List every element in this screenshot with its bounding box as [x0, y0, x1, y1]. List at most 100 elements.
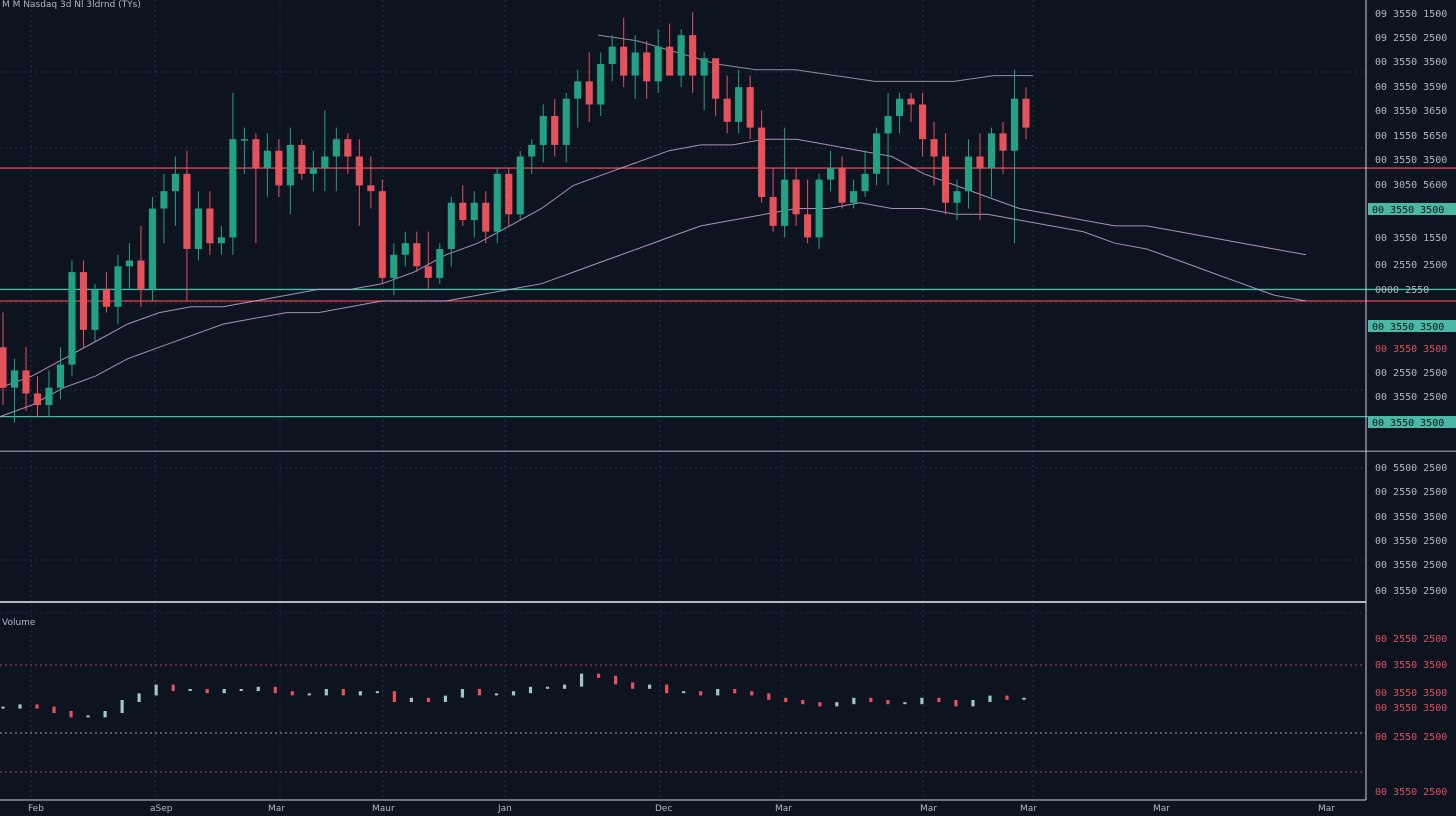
candle: [206, 191, 214, 255]
price-tag: 00 3550 3500: [1368, 203, 1456, 216]
candle-body: [68, 272, 76, 365]
candle-body: [999, 133, 1007, 151]
oscillator-title: Volume: [2, 618, 36, 628]
candle: [861, 150, 869, 197]
candle: [918, 92, 927, 157]
oscillator-bar: [835, 702, 839, 707]
candle: [528, 139, 536, 174]
candle: [689, 12, 697, 93]
candle-body: [723, 98, 731, 122]
candle-body: [10, 370, 19, 388]
oscillator-axis: 00 2550 2500 00 3550 3500 00 3550 3500 00 3…: [1375, 634, 1447, 798]
chart-title: M M Nasdaq 3d Nl 3ldrnd (TYs): [2, 0, 141, 10]
price-axis-label: 00 3550 1550: [1375, 233, 1447, 244]
candle-body: [436, 248, 444, 278]
candle-body: [493, 173, 501, 232]
time-axis: Feb aSep Mar Maur Jan Dec Mar Mar Mar Mar Mar: [28, 804, 1335, 814]
candle: [907, 92, 915, 122]
candle: [183, 150, 191, 301]
candle-body: [217, 237, 225, 244]
candle: [56, 347, 65, 400]
oscillator-bar: [511, 691, 516, 696]
oscillator-bar: [1005, 695, 1009, 700]
price-axis-label: 00 3550 3590: [1375, 82, 1447, 93]
candle: [194, 191, 202, 261]
oscillator-bar: [903, 702, 907, 705]
candle: [654, 29, 662, 93]
oscillator-bar: [699, 691, 703, 696]
oscillator-bar: [1022, 697, 1026, 700]
candle-body: [91, 289, 99, 330]
candle-body: [298, 144, 306, 174]
oscillator-bar: [988, 695, 992, 702]
oscillator-axis-label: 00 3550 3500: [1375, 688, 1447, 699]
oscillator-bar: [596, 673, 601, 678]
candle-body: [539, 116, 547, 145]
candle: [551, 98, 559, 157]
candle-body: [252, 139, 260, 169]
candle-body: [712, 58, 720, 99]
oscillator-axis-label: 00 3550 3500: [1375, 703, 1447, 714]
candle: [413, 231, 421, 273]
price-tag-bg: [1368, 203, 1456, 215]
candle-body: [332, 139, 340, 157]
candle: [482, 191, 490, 244]
price-axis-label: 00 3550 3500: [1375, 512, 1447, 523]
oscillator-axis-label: 00 3550 2500: [1375, 787, 1447, 798]
candle-body: [240, 139, 248, 141]
candle-body: [654, 46, 662, 82]
oscillator-bar: [614, 675, 618, 685]
candlesticks: [0, 12, 1030, 423]
oscillator-bar: [869, 697, 873, 702]
candle: [493, 168, 501, 244]
oscillator-bar: [273, 686, 277, 694]
candle-body: [275, 150, 283, 186]
ma-line-1: [0, 202, 1307, 418]
candle-body: [746, 87, 754, 128]
candle: [0, 312, 7, 406]
candle-body: [700, 58, 708, 76]
ma-line-2: [0, 138, 1307, 389]
oscillator-bar: [631, 682, 635, 689]
candle-body: [792, 179, 800, 215]
time-axis-label: Dec: [655, 804, 672, 814]
candle: [677, 29, 685, 88]
candle-body: [827, 168, 835, 180]
candle: [700, 52, 708, 111]
oscillator-bar: [341, 689, 345, 696]
oscillator-bar: [171, 684, 175, 691]
candle-body: [804, 214, 812, 238]
candle: [401, 231, 409, 267]
candle: [424, 231, 432, 290]
price-axis-label: 00 3550 2500: [1375, 536, 1447, 547]
candle-body: [941, 156, 950, 203]
candle-body: [22, 370, 30, 394]
candle-body: [286, 144, 294, 186]
candle: [171, 156, 179, 226]
candle-body: [482, 202, 490, 232]
candle: [746, 75, 754, 140]
candle-body: [355, 156, 363, 186]
oscillator-bar: [818, 702, 822, 707]
candle: [815, 173, 823, 249]
candle-body: [309, 168, 317, 174]
candle-body: [976, 156, 984, 169]
price-axis-label: 00 2550 2500: [1375, 260, 1447, 271]
candle-body: [597, 64, 605, 105]
candle: [505, 168, 513, 226]
oscillator-bar: [545, 686, 550, 689]
candle: [263, 133, 271, 197]
candle-body: [895, 98, 904, 117]
candle: [1010, 69, 1019, 244]
oscillator-bar: [358, 691, 362, 696]
price-axis[interactable]: 09 3550 1500 09 2550 2500 00 3550 3500 00 3…: [1365, 0, 1456, 800]
time-axis-label: Feb: [28, 804, 44, 814]
candle-body: [390, 254, 398, 278]
candle: [895, 92, 904, 134]
candle-body: [551, 116, 559, 145]
candle: [562, 92, 570, 163]
oscillator-bar: [971, 700, 975, 707]
candle-body: [263, 150, 271, 169]
time-axis-label: Mar: [1153, 804, 1170, 814]
